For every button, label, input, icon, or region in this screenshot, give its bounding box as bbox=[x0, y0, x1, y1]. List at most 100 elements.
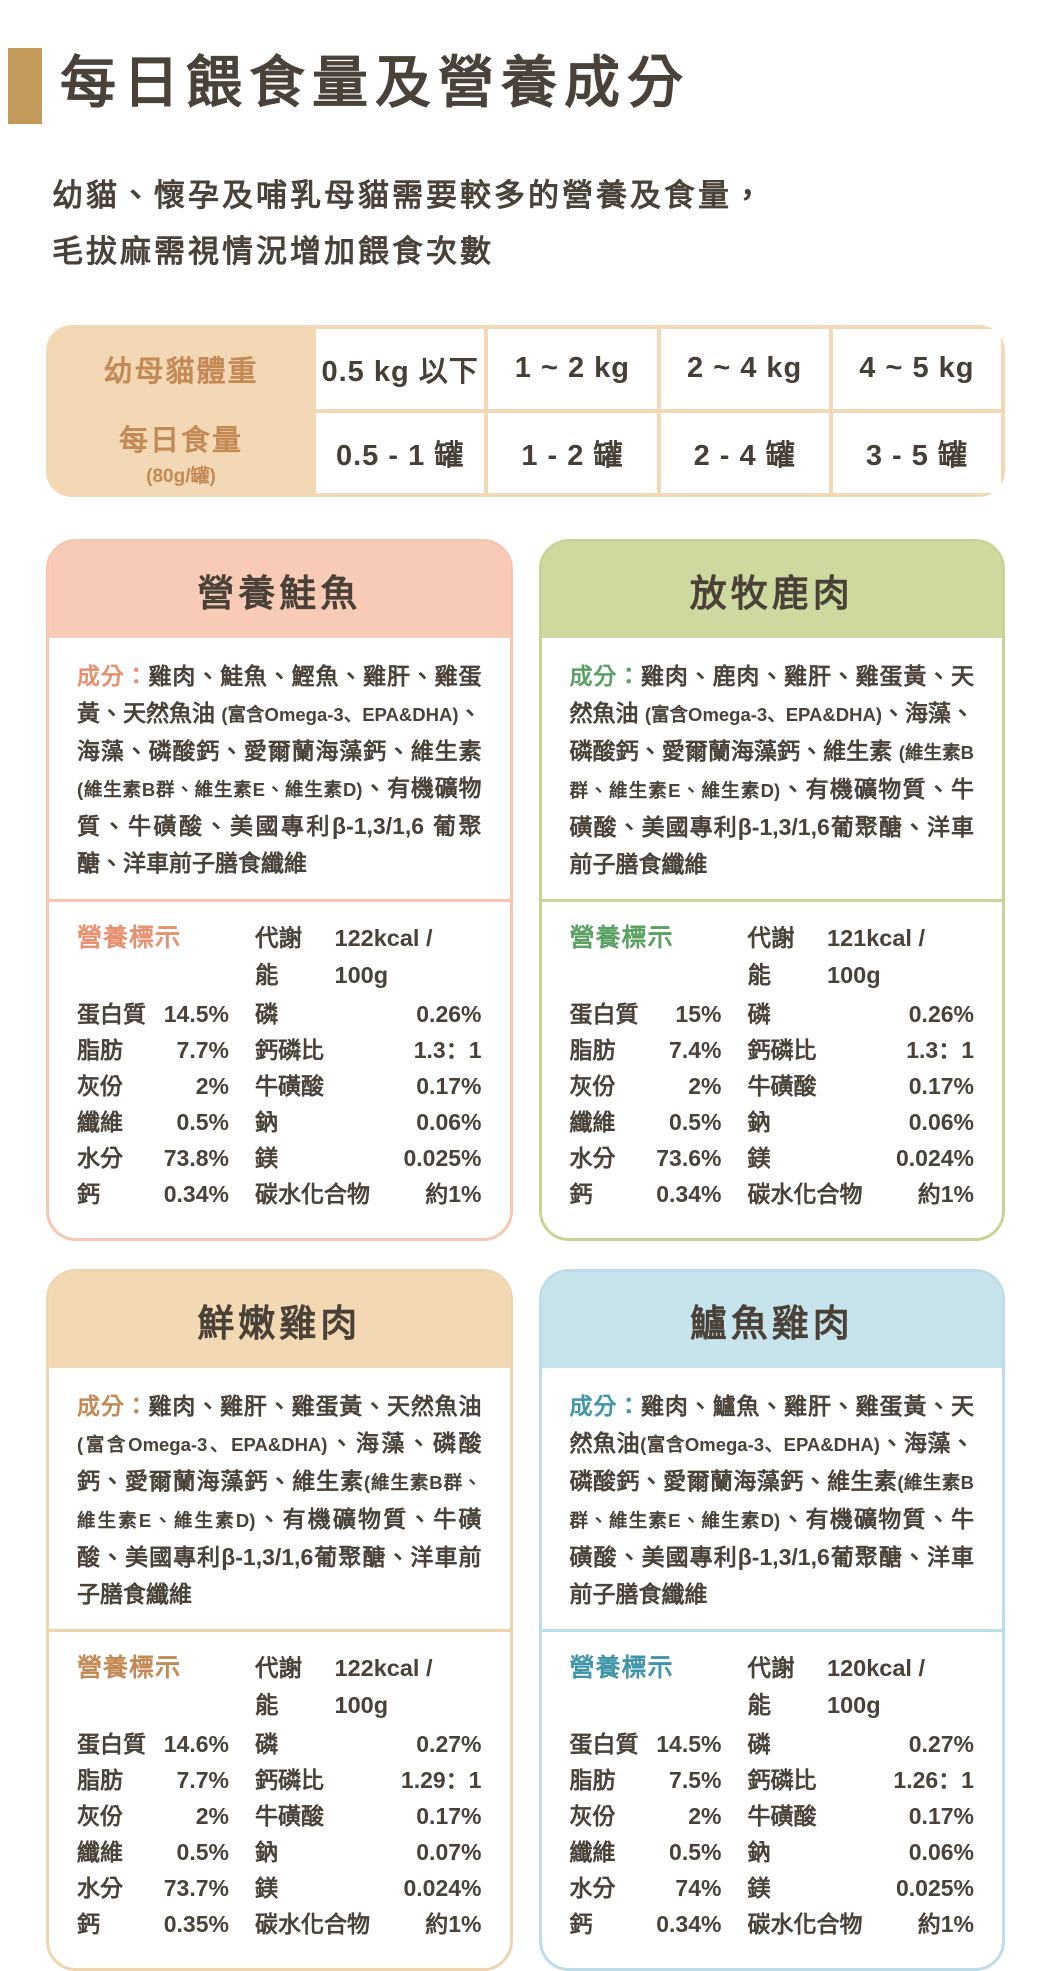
ingredients-segment: 雞肉、雞肝、雞蛋黃、天然魚油 bbox=[148, 1392, 482, 1419]
weight-range-cell: 1 ~ 2 kg bbox=[488, 328, 657, 409]
nutrient-label: 纖維 bbox=[77, 1838, 123, 1865]
nutrient-value: 0.5% bbox=[669, 1108, 722, 1135]
nutrient-row: 鈉 0.06% bbox=[255, 1104, 482, 1140]
page-header: 每日餵食量及營養成分 bbox=[8, 42, 1005, 124]
nutrient-row: 水分 73.7% bbox=[77, 1870, 255, 1906]
nutrient-label: 鈣磷比 bbox=[747, 1036, 817, 1063]
ingredients-detail-segment: (維生素B群、維生素E、維生素D) bbox=[77, 1471, 482, 1531]
nutrient-row: 蛋白質 14.6% bbox=[77, 1726, 255, 1762]
nutrient-value: 0.26% bbox=[908, 1000, 974, 1027]
nutrient-value: 約1% bbox=[425, 1180, 482, 1207]
nutrient-row: 鈣磷比 1.29：1 bbox=[255, 1762, 482, 1798]
ingredients-detail-segment: (維生素B群、維生素E、維生素D) bbox=[77, 778, 363, 800]
ingredients-text: 成分：雞肉、鮭魚、鰹魚、雞肝、雞蛋黃、天然魚油 (富含Omega-3、EPA&D… bbox=[49, 638, 510, 899]
nutrient-label: 纖維 bbox=[569, 1108, 616, 1135]
nutrient-row: 灰份 2% bbox=[570, 1798, 748, 1834]
nutrient-label: 磷 bbox=[747, 1000, 771, 1027]
nutrient-value: 0.5% bbox=[176, 1108, 229, 1135]
metabolic-energy: 代謝能 122kcal / 100g bbox=[255, 1650, 482, 1724]
ingredients-label: 成分： bbox=[569, 1392, 642, 1419]
nutrient-row: 蛋白質 14.5% bbox=[77, 996, 255, 1032]
ingredients-label: 成分： bbox=[569, 662, 642, 689]
nutrient-label: 牛磺酸 bbox=[747, 1802, 817, 1829]
nutrient-value: 約1% bbox=[917, 1910, 974, 1937]
title-accent-bar bbox=[8, 48, 42, 124]
nutrient-value: 0.024% bbox=[895, 1144, 974, 1171]
nutrient-label: 水分 bbox=[569, 1874, 616, 1901]
nutrient-row: 脂肪 7.7% bbox=[77, 1762, 255, 1798]
nutrient-value: 約1% bbox=[917, 1180, 974, 1207]
nutrient-row: 磷 0.26% bbox=[747, 996, 974, 1032]
nutrient-value: 7.7% bbox=[176, 1766, 229, 1793]
nutrient-row: 磷 0.26% bbox=[255, 996, 482, 1032]
flavor-card: 鮮嫩雞肉 成分：雞肉、雞肝、雞蛋黃、天然魚油 (富含Omega-3、EPA&DHA… bbox=[46, 1268, 513, 1971]
nutrient-label: 鈣 bbox=[569, 1180, 593, 1207]
nutrition-title: 營養標示 bbox=[569, 923, 674, 952]
nutrient-label: 磷 bbox=[254, 1730, 278, 1757]
nutrient-value: 0.5% bbox=[176, 1838, 229, 1865]
nutrient-value: 15% bbox=[675, 1000, 722, 1027]
nutrient-label: 鎂 bbox=[254, 1874, 278, 1901]
nutrition-header: 營養標示 代謝能 121kcal / 100g bbox=[570, 920, 975, 994]
nutrient-row: 碳水化合物 約1% bbox=[747, 1906, 974, 1942]
flavor-cards-grid: 營養鮭魚 成分：雞肉、鮭魚、鰹魚、雞肝、雞蛋黃、天然魚油 (富含Omega-3、… bbox=[46, 538, 1005, 1971]
nutrient-row: 磷 0.27% bbox=[747, 1726, 974, 1762]
ingredients-text: 成分：雞肉、雞肝、雞蛋黃、天然魚油 (富含Omega-3、EPA&DHA)、海藻、… bbox=[49, 1368, 510, 1629]
card-divider bbox=[541, 1628, 1002, 1632]
nutrient-value: 0.024% bbox=[403, 1874, 482, 1901]
nutrient-row: 鈣磷比 1.3：1 bbox=[255, 1032, 482, 1068]
nutrient-row: 鈉 0.06% bbox=[747, 1834, 974, 1870]
nutrient-row: 灰份 2% bbox=[77, 1798, 255, 1834]
nutrient-row: 鈣磷比 1.3：1 bbox=[747, 1032, 974, 1068]
nutrient-row: 鎂 0.024% bbox=[255, 1870, 482, 1906]
nutrient-row: 脂肪 7.7% bbox=[77, 1032, 255, 1068]
nutrient-value: 7.7% bbox=[176, 1036, 229, 1063]
weight-range-cell: 4 ~ 5 kg bbox=[832, 328, 1001, 409]
metabolic-energy-label: 代謝能 bbox=[254, 1654, 302, 1718]
metabolic-energy-value: 122kcal / 100g bbox=[334, 924, 433, 988]
nutrient-value: 0.34% bbox=[656, 1180, 722, 1207]
nutrient-row: 鈣磷比 1.26：1 bbox=[747, 1762, 974, 1798]
nutrient-value: 74% bbox=[675, 1874, 722, 1901]
flavor-card-header: 鮮嫩雞肉 bbox=[49, 1271, 510, 1368]
ingredients-detail-segment: (富含Omega-3、EPA&DHA) bbox=[640, 1433, 880, 1455]
nutrient-label: 脂肪 bbox=[569, 1766, 616, 1793]
nutrient-value: 0.27% bbox=[416, 1730, 482, 1757]
nutrient-label: 碳水化合物 bbox=[254, 1910, 370, 1937]
nutrient-value: 0.35% bbox=[163, 1910, 229, 1937]
card-divider bbox=[49, 898, 510, 902]
nutrient-value: 14.5% bbox=[163, 1000, 229, 1027]
ingredients-detail-segment: (富含Omega-3、EPA&DHA) bbox=[221, 703, 459, 725]
weight-row-label: 幼母貓體重 bbox=[50, 328, 312, 409]
nutrient-row: 鈣 0.35% bbox=[77, 1906, 255, 1942]
nutrient-label: 碳水化合物 bbox=[254, 1180, 370, 1207]
ingredients-segment: 、海藻、磷酸鈣、愛爾蘭海藻鈣、維生素 bbox=[77, 699, 482, 764]
metabolic-energy-label: 代謝能 bbox=[254, 924, 302, 988]
nutrient-row: 纖維 0.5% bbox=[570, 1104, 748, 1140]
ingredients-label: 成分： bbox=[77, 662, 149, 689]
nutrient-row: 碳水化合物 約1% bbox=[255, 1176, 482, 1212]
nutrient-value: 0.17% bbox=[416, 1072, 482, 1099]
nutrient-row: 脂肪 7.5% bbox=[570, 1762, 748, 1798]
nutrient-value: 0.27% bbox=[908, 1730, 974, 1757]
ingredients-segment: 雞肉、鹿肉、雞肝、雞蛋黃、天然魚油 bbox=[569, 662, 975, 726]
nutrient-row: 蛋白質 14.5% bbox=[570, 1726, 748, 1762]
metabolic-energy-value: 121kcal / 100g bbox=[827, 924, 926, 988]
nutrient-row: 鈣 0.34% bbox=[570, 1906, 748, 1942]
nutrient-label: 鈉 bbox=[254, 1108, 278, 1135]
nutrition-title: 營養標示 bbox=[77, 923, 182, 952]
nutrient-value: 0.17% bbox=[908, 1802, 974, 1829]
nutrient-row: 鈉 0.06% bbox=[747, 1104, 974, 1140]
nutrient-label: 灰份 bbox=[569, 1072, 616, 1099]
nutrient-value: 2% bbox=[688, 1802, 722, 1829]
nutrient-value: 0.17% bbox=[908, 1072, 974, 1099]
daily-amount-cell: 3 - 5 罐 bbox=[832, 412, 1001, 493]
nutrient-label: 水分 bbox=[77, 1874, 123, 1901]
nutrition-grid: 蛋白質 15% 磷 0.26% 脂肪 7.4% 鈣磷比 1.3：1 灰份 2% 牛磺酸 0.17% 纖維… bbox=[570, 996, 975, 1212]
nutrient-row: 鎂 0.025% bbox=[747, 1870, 974, 1906]
weight-range-cell: 2 ~ 4 kg bbox=[660, 328, 829, 409]
nutrient-value: 0.06% bbox=[416, 1108, 482, 1135]
nutrient-value: 2% bbox=[195, 1802, 229, 1829]
nutrient-label: 脂肪 bbox=[77, 1766, 123, 1793]
amount-row-label-text: 每日食量 bbox=[118, 425, 243, 458]
